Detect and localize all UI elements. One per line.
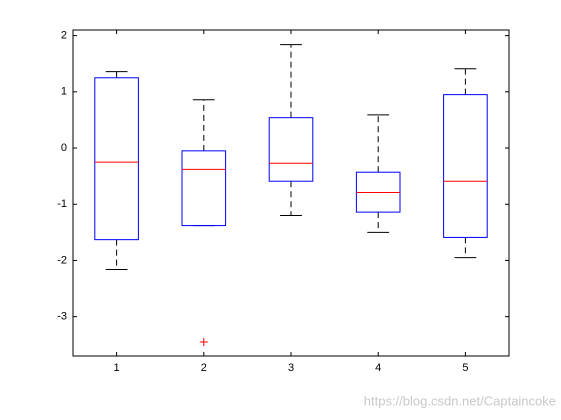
x-tick-label: 4 [375,362,381,374]
x-tick-label: 3 [288,362,294,374]
y-tick-label: -1 [57,198,67,210]
y-tick-label: 0 [61,142,67,154]
y-tick-label: -2 [57,254,67,266]
watermark: https://blog.csdn.net/Captaincoke [364,393,556,408]
y-tick-label: -3 [57,311,67,323]
x-tick-label: 5 [462,362,468,374]
x-tick-label: 1 [114,362,120,374]
box [443,94,488,238]
box [181,150,227,227]
y-tick-label: 1 [61,86,67,98]
box [268,117,314,182]
y-tick-label: 2 [61,30,67,42]
outlier [199,337,208,346]
x-tick-label: 2 [201,362,207,374]
box [94,77,139,241]
